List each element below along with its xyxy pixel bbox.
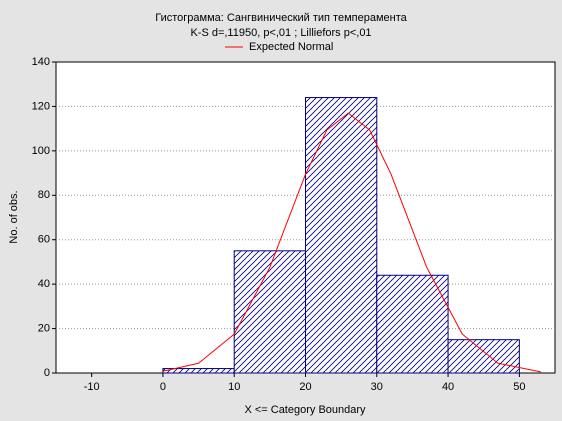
chart-subtitle: K-S d=,11950, p<,01 ; Lilliefors p<,01 (190, 27, 371, 39)
x-tick-label: 30 (371, 381, 383, 393)
x-tick-label: -10 (84, 381, 100, 393)
y-tick-label: 60 (38, 234, 50, 246)
y-tick-label: 120 (32, 100, 50, 112)
bar (305, 97, 378, 374)
y-tick-label: 80 (38, 189, 50, 201)
y-tick-label: 100 (32, 145, 50, 157)
y-tick-label: 0 (44, 367, 50, 379)
x-tick-label: 40 (442, 381, 454, 393)
legend-label: Expected Normal (249, 41, 333, 53)
x-tick-label: 20 (299, 381, 311, 393)
chart-title: Гистограмма: Сангвинический тип темперам… (155, 12, 407, 24)
y-tick-label: 20 (38, 322, 50, 334)
x-axis-label: X <= Category Boundary (244, 404, 366, 416)
normal-curve (162, 112, 541, 373)
x-tick-label: 10 (228, 381, 240, 393)
y-axis-label: No. of obs. (8, 190, 20, 243)
x-tick-label: 50 (513, 381, 525, 393)
bar (233, 250, 306, 374)
bar (447, 339, 520, 374)
x-tick-label: 0 (160, 381, 166, 393)
y-tick-label: 40 (38, 278, 50, 290)
y-tick-label: 140 (32, 56, 50, 68)
bar (376, 274, 449, 374)
